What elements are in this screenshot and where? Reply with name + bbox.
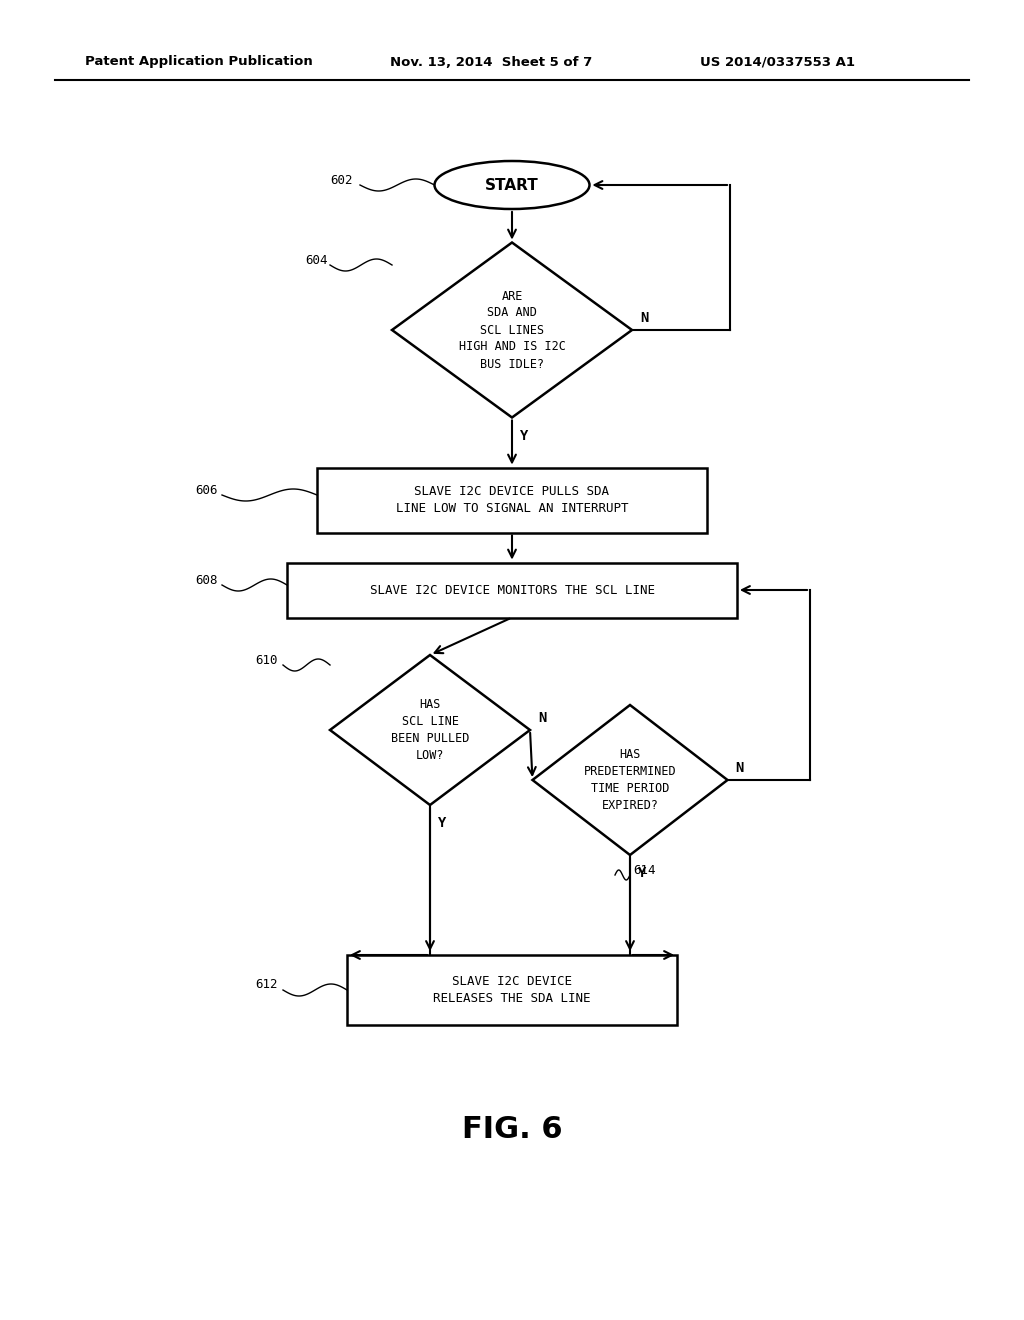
Text: SLAVE I2C DEVICE
RELEASES THE SDA LINE: SLAVE I2C DEVICE RELEASES THE SDA LINE xyxy=(433,975,591,1005)
Text: ARE
SDA AND
SCL LINES
HIGH AND IS I2C
BUS IDLE?: ARE SDA AND SCL LINES HIGH AND IS I2C BU… xyxy=(459,289,565,371)
Text: HAS
SCL LINE
BEEN PULLED
LOW?: HAS SCL LINE BEEN PULLED LOW? xyxy=(391,698,469,762)
Text: HAS
PREDETERMINED
TIME PERIOD
EXPIRED?: HAS PREDETERMINED TIME PERIOD EXPIRED? xyxy=(584,748,676,812)
Text: 612: 612 xyxy=(255,978,278,991)
Text: N: N xyxy=(640,312,648,325)
Text: Nov. 13, 2014  Sheet 5 of 7: Nov. 13, 2014 Sheet 5 of 7 xyxy=(390,55,592,69)
Bar xyxy=(347,954,677,1026)
Text: N: N xyxy=(538,711,547,725)
Text: 610: 610 xyxy=(255,653,278,667)
Text: 604: 604 xyxy=(305,253,328,267)
Bar xyxy=(287,562,737,618)
Text: FIG. 6: FIG. 6 xyxy=(462,1115,562,1144)
Text: Y: Y xyxy=(520,429,528,442)
Text: 614: 614 xyxy=(633,863,655,876)
Text: Y: Y xyxy=(638,866,646,880)
Text: START: START xyxy=(485,177,539,193)
Text: US 2014/0337553 A1: US 2014/0337553 A1 xyxy=(700,55,855,69)
Text: 606: 606 xyxy=(195,483,217,496)
Text: 602: 602 xyxy=(330,173,352,186)
Text: N: N xyxy=(735,762,743,775)
Text: SLAVE I2C DEVICE PULLS SDA
LINE LOW TO SIGNAL AN INTERRUPT: SLAVE I2C DEVICE PULLS SDA LINE LOW TO S… xyxy=(395,484,629,515)
Text: SLAVE I2C DEVICE MONITORS THE SCL LINE: SLAVE I2C DEVICE MONITORS THE SCL LINE xyxy=(370,583,654,597)
Bar xyxy=(317,467,707,532)
Text: Y: Y xyxy=(438,816,446,830)
Text: Patent Application Publication: Patent Application Publication xyxy=(85,55,312,69)
Text: 608: 608 xyxy=(195,573,217,586)
